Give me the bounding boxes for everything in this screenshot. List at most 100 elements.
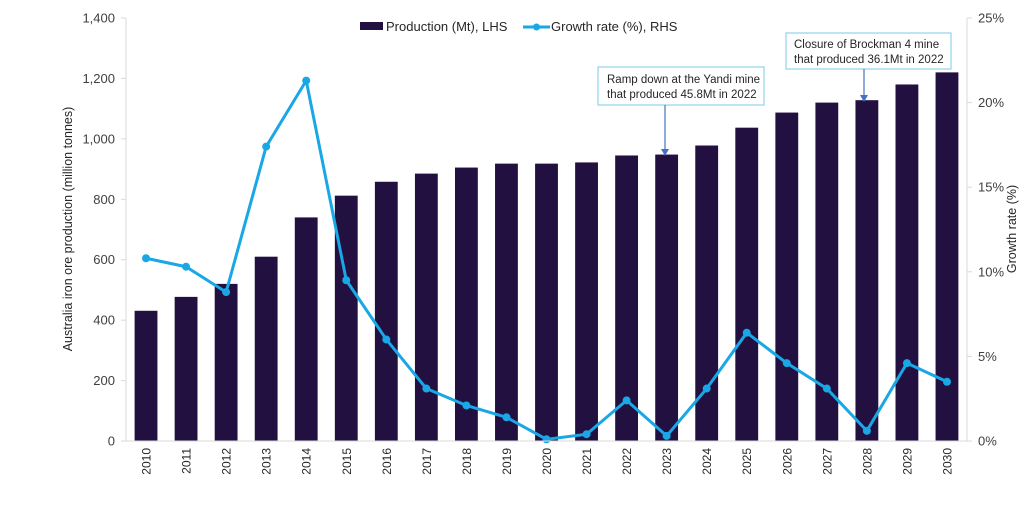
bar-production-2013 (254, 256, 278, 441)
growth-point-2018 (462, 401, 471, 410)
bar-production-2010 (134, 310, 158, 441)
annotation-brockman-arrowhead (860, 95, 868, 102)
growth-point-2011 (182, 262, 191, 271)
bar-production-2020 (535, 163, 558, 441)
growth-point-2030 (942, 377, 951, 386)
bar-production-2024 (695, 145, 719, 442)
bar-production-2029 (895, 84, 919, 441)
left-tick-label: 800 (93, 192, 115, 207)
x-tick-label: 2023 (660, 448, 674, 475)
x-tick-label: 2012 (220, 448, 234, 475)
growth-point-2015 (342, 276, 351, 285)
annotation-brockman-box (785, 32, 952, 70)
bar-production-2027 (815, 102, 839, 441)
x-tick-label: 2018 (460, 448, 474, 475)
bar-production-2026 (775, 112, 799, 442)
x-tick-label: 2030 (940, 448, 954, 475)
annotation-yandi-arrowhead (661, 149, 669, 156)
annotation-brockman-line-2: that produced 36.1Mt in 2022 (794, 54, 944, 66)
growth-point-2016 (382, 335, 391, 344)
right-tick-label: 25% (978, 11, 1004, 26)
x-tick-label: 2022 (620, 448, 634, 475)
x-tick-label: 2015 (340, 448, 354, 475)
growth-point-2023 (662, 431, 671, 440)
legend-item-production: Production (Mt), LHS (360, 19, 508, 34)
x-axis-ticks: 2010 2011 2012 2013 2014 2015 2016 2017 2018 2019… (140, 448, 955, 475)
bar-production-2012 (214, 283, 238, 441)
legend-label-growth: Growth rate (%), RHS (551, 19, 678, 34)
right-tick-label: 0% (978, 434, 997, 449)
left-tick-label: 600 (93, 252, 115, 267)
growth-point-2010 (142, 254, 151, 263)
growth-point-2026 (782, 359, 791, 368)
growth-point-2013 (262, 142, 271, 151)
x-tick-label: 2019 (500, 448, 514, 475)
x-tick-label: 2010 (140, 448, 154, 475)
bar-production-2014 (294, 217, 318, 441)
bar-production-2016 (374, 181, 398, 442)
right-tick-label: 10% (978, 264, 1004, 279)
x-tick-label: 2027 (820, 448, 834, 475)
growth-point-2014 (302, 76, 311, 85)
left-tick-label: 1,200 (82, 71, 115, 86)
legend-bar-swatch (360, 22, 383, 30)
x-tick-label: 2017 (420, 448, 434, 475)
growth-point-2020 (542, 435, 551, 444)
bar-production-2023 (655, 154, 679, 441)
x-tick-label: 2016 (380, 448, 394, 475)
left-axis-title: Australia iron ore production (million t… (61, 107, 75, 352)
line-group (142, 76, 951, 444)
bar-production-2025 (735, 127, 759, 441)
annotation-brockman-line-1: Closure of Brockman 4 mine (794, 39, 939, 51)
bar-production-2019 (495, 163, 518, 441)
growth-point-2024 (702, 384, 711, 393)
right-tick-label: 15% (978, 180, 1004, 195)
left-tick-label: 400 (93, 313, 115, 328)
right-axis-title: Growth rate (%) (1005, 185, 1019, 273)
annotation-brockman: Closure of Brockman 4 mine that produced… (785, 32, 952, 102)
x-tick-label: 2028 (860, 448, 874, 475)
annotation-yandi-line-2: that produced 45.8Mt in 2022 (607, 89, 757, 101)
bar-production-2018 (454, 167, 478, 441)
left-tick-label: 1,000 (82, 131, 115, 146)
right-tick-label: 5% (978, 349, 997, 364)
x-tick-label: 2026 (780, 448, 794, 475)
growth-point-2029 (902, 359, 911, 368)
left-tick-label: 0 (108, 434, 115, 449)
annotation-yandi: Ramp down at the Yandi mine that produce… (597, 66, 765, 156)
bar-production-2021 (575, 162, 598, 441)
growth-point-2025 (742, 328, 751, 337)
legend-item-growth: Growth rate (%), RHS (523, 19, 678, 34)
x-tick-label: 2024 (700, 448, 714, 475)
right-axis-ticks: 0% 5% 10% 15% 20% 25% (967, 11, 1004, 449)
left-tick-label: 1,400 (82, 11, 115, 26)
x-tick-label: 2011 (180, 448, 194, 474)
bars-group (134, 72, 959, 442)
bar-production-2030 (935, 72, 959, 441)
x-tick-label: 2020 (540, 448, 554, 475)
x-tick-label: 2014 (300, 448, 314, 475)
x-tick-label: 2029 (900, 448, 914, 475)
annotation-yandi-box (597, 66, 765, 106)
growth-point-2027 (822, 384, 831, 393)
legend-line-marker (533, 23, 540, 31)
right-tick-label: 20% (978, 95, 1004, 110)
growth-point-2022 (622, 396, 631, 405)
x-tick-label: 2013 (260, 448, 274, 475)
growth-point-2028 (862, 426, 871, 435)
annotation-yandi-line-1: Ramp down at the Yandi mine (607, 74, 760, 86)
bar-production-2022 (615, 155, 639, 441)
axes-group (125, 18, 968, 442)
growth-point-2021 (582, 430, 591, 439)
x-tick-label: 2021 (580, 448, 594, 475)
legend: Production (Mt), LHS Growth rate (%), RH… (360, 19, 678, 34)
bar-production-2015 (334, 195, 358, 441)
growth-point-2012 (222, 288, 231, 297)
bar-production-2028 (855, 100, 879, 441)
growth-point-2019 (502, 413, 511, 422)
growth-point-2017 (422, 384, 431, 393)
bar-production-2011 (174, 296, 198, 441)
left-tick-label: 200 (93, 373, 115, 388)
x-tick-label: 2025 (740, 448, 754, 475)
